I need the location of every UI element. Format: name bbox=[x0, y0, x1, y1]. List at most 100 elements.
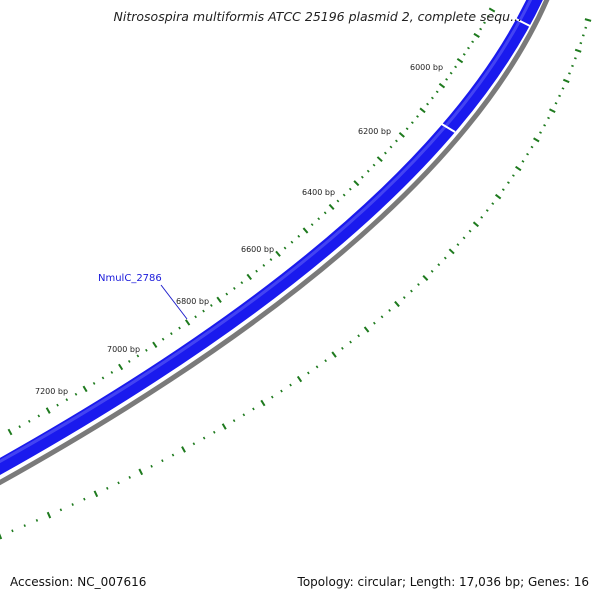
gc-tick bbox=[380, 315, 384, 319]
gc-track-inner bbox=[0, 18, 592, 540]
gc-tick bbox=[23, 524, 26, 528]
gc-tick bbox=[473, 32, 480, 38]
gc-tick bbox=[225, 292, 229, 296]
gc-tick bbox=[488, 7, 496, 13]
gc-tick bbox=[317, 217, 321, 221]
gc-tick bbox=[289, 383, 292, 387]
gc-tick bbox=[260, 399, 266, 407]
gc-tick bbox=[297, 234, 301, 238]
gc-tick bbox=[486, 15, 490, 18]
gc-tick bbox=[562, 78, 570, 84]
gc-tick bbox=[448, 248, 455, 255]
gc-tick bbox=[118, 363, 124, 371]
gc-tick bbox=[353, 180, 360, 187]
gc-tick bbox=[328, 203, 335, 210]
gc-tick bbox=[0, 533, 3, 540]
gc-tick bbox=[568, 72, 571, 75]
gc-tick bbox=[240, 281, 244, 285]
gc-tick bbox=[152, 341, 158, 349]
gc-tick bbox=[422, 274, 429, 281]
gc-tick bbox=[93, 490, 99, 498]
gc-tick bbox=[479, 27, 483, 31]
gc-tick bbox=[171, 453, 175, 457]
gc-tick bbox=[571, 64, 574, 68]
gc-tick bbox=[82, 385, 88, 393]
gc-tick bbox=[462, 53, 466, 56]
gc-tick bbox=[290, 240, 294, 244]
gc-tick bbox=[449, 71, 453, 75]
position-labels: 6000 bp 6200 bp 6400 bp 6600 bp 6800 bp 7000 … bbox=[35, 63, 443, 396]
gc-tick bbox=[468, 229, 472, 233]
gene-label-nmulc-2786[interactable]: NmulC_2786 bbox=[98, 273, 162, 284]
gc-tick bbox=[533, 137, 540, 143]
gene-boundary-mark bbox=[513, 17, 531, 27]
gc-tick bbox=[372, 321, 376, 325]
gc-tick bbox=[56, 403, 59, 407]
gc-tick bbox=[426, 102, 429, 106]
gc-tick bbox=[360, 175, 364, 179]
gc-tick bbox=[46, 511, 52, 519]
gc-tick bbox=[178, 326, 181, 330]
gc-tick bbox=[150, 464, 153, 468]
gc-tick bbox=[110, 371, 114, 374]
gc-tick bbox=[445, 78, 449, 81]
summary-label: Topology: circular; Length: 17,036 bp; G… bbox=[297, 575, 589, 589]
position-label-7000: 7000 bp bbox=[107, 345, 140, 354]
gene-band-highlight bbox=[0, 0, 533, 464]
gc-tick bbox=[336, 199, 340, 203]
gc-tick bbox=[341, 346, 344, 350]
gc-tick bbox=[430, 269, 434, 273]
gc-tick bbox=[232, 419, 236, 423]
gc-tick bbox=[232, 286, 236, 290]
gc-tick bbox=[252, 407, 255, 411]
gc-tick bbox=[11, 529, 14, 533]
gc-tick bbox=[456, 243, 460, 247]
gc-tick bbox=[410, 121, 414, 125]
gc-tick bbox=[255, 269, 258, 273]
gc-tick bbox=[435, 90, 439, 94]
gc-tick bbox=[402, 296, 406, 299]
gc-tick bbox=[323, 211, 327, 215]
gc-tick bbox=[37, 414, 41, 418]
gc-tick bbox=[363, 326, 370, 333]
gc-tick bbox=[59, 508, 63, 512]
position-label-6800: 6800 bp bbox=[176, 297, 209, 306]
gc-tick bbox=[296, 375, 303, 383]
gc-tick bbox=[491, 202, 495, 205]
gc-tick bbox=[275, 250, 281, 257]
gc-tick bbox=[539, 131, 542, 134]
gc-tick bbox=[280, 389, 283, 393]
gc-tick bbox=[348, 187, 352, 191]
gc-tick bbox=[438, 82, 446, 89]
gc-tick bbox=[521, 160, 525, 163]
gc-tick bbox=[372, 163, 376, 167]
gc-tick bbox=[558, 94, 561, 98]
gc-tick bbox=[331, 351, 337, 358]
gc-tick bbox=[161, 337, 165, 341]
gc-tick bbox=[161, 459, 164, 463]
gc-tick bbox=[398, 131, 405, 138]
gc-tick bbox=[71, 503, 74, 506]
gc-tick bbox=[101, 376, 105, 380]
gc-tick bbox=[394, 300, 400, 308]
gc-tick bbox=[554, 102, 558, 105]
gene-band[interactable] bbox=[0, 0, 543, 475]
gc-tick bbox=[549, 108, 556, 114]
backbone-arc bbox=[0, 0, 550, 486]
position-label-6000: 6000 bp bbox=[410, 63, 443, 72]
position-label-6200: 6200 bp bbox=[358, 127, 391, 136]
gc-tick bbox=[106, 486, 109, 490]
gc-tick bbox=[212, 430, 216, 434]
gc-tick bbox=[543, 124, 547, 127]
gc-tick bbox=[480, 216, 484, 219]
gc-tick bbox=[170, 332, 173, 336]
gc-tick bbox=[515, 165, 522, 172]
gc-tick bbox=[430, 96, 434, 100]
gc-tick bbox=[349, 340, 352, 344]
gc-tick bbox=[574, 48, 582, 53]
gc-tick bbox=[270, 395, 274, 399]
gc-tick bbox=[242, 413, 246, 417]
gc-tick bbox=[395, 139, 398, 143]
gc-tick bbox=[405, 127, 409, 131]
gc-tick bbox=[7, 428, 13, 436]
